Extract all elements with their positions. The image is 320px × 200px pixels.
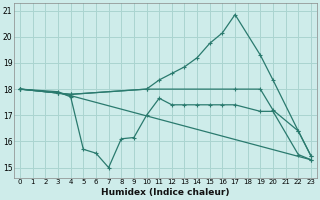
X-axis label: Humidex (Indice chaleur): Humidex (Indice chaleur) [101,188,230,197]
